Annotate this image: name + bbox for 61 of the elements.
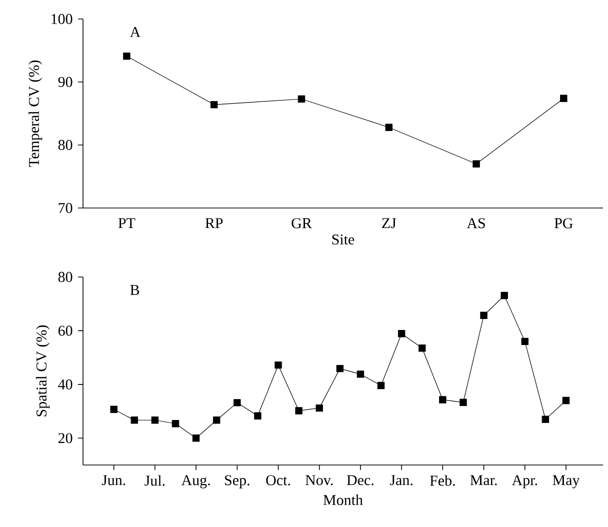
point	[480, 312, 488, 319]
point	[460, 398, 467, 406]
y-tick-label: 60	[58, 326, 72, 336]
y-tick-label: 100	[52, 14, 72, 24]
x-tick-label: AS	[466, 218, 485, 228]
annotation: A	[130, 27, 141, 37]
x-tick-label: Jun.	[102, 475, 126, 486]
point	[110, 406, 118, 413]
x-tick-label: ZJ	[382, 218, 396, 228]
point	[213, 416, 220, 424]
point	[172, 420, 180, 428]
x-tick-label: RP	[205, 218, 223, 228]
point	[254, 412, 262, 420]
y-tick-label: 40	[58, 379, 72, 390]
point	[472, 160, 480, 168]
point	[336, 364, 344, 372]
point	[316, 404, 323, 412]
x-tick-label: Dec.	[346, 475, 374, 486]
point	[151, 416, 159, 424]
x-tick-label: GR	[292, 218, 312, 228]
x-tick-label: PG	[554, 218, 573, 228]
point	[439, 396, 446, 404]
y-tick-label: 80	[58, 272, 72, 282]
y-tick-label: 70	[58, 202, 72, 214]
point	[562, 396, 570, 404]
point	[298, 95, 306, 103]
x-tick-label: Feb.	[430, 475, 455, 486]
point	[295, 407, 302, 414]
x-axis-title: Month	[323, 494, 363, 506]
x-tick-label: Jan.	[390, 475, 412, 486]
point	[123, 52, 130, 60]
point	[130, 416, 138, 424]
x-tick-label: Apr.	[512, 475, 538, 488]
y-tick-label: 90	[58, 76, 72, 88]
x-tick-label: PT	[118, 218, 136, 228]
point	[356, 370, 364, 378]
x-tick-label: May	[552, 475, 580, 488]
y-tick-label: 80	[58, 140, 72, 150]
x-tick-label: Nov.	[306, 475, 333, 486]
point	[560, 94, 568, 102]
x-tick-label: Jul.	[144, 475, 165, 486]
x-axis-title: Site	[332, 234, 354, 245]
point	[398, 330, 406, 338]
x-tick-label: Aug.	[181, 475, 210, 488]
point	[274, 361, 282, 369]
x-tick-label: Oct.	[266, 475, 290, 486]
point	[210, 101, 218, 108]
y-axis-title: Temperal CV (%)	[28, 60, 42, 167]
point	[385, 124, 392, 131]
point	[542, 416, 550, 423]
point	[234, 399, 241, 406]
x-tick-label: Sep.	[225, 475, 250, 488]
y-tick-label: 20	[58, 433, 72, 444]
point	[418, 344, 426, 352]
point	[192, 434, 200, 442]
point	[521, 338, 528, 346]
annotation: B	[130, 285, 140, 295]
point	[500, 292, 508, 300]
point	[377, 382, 385, 390]
y-axis-title: Spatial CV (%)	[36, 325, 50, 416]
x-tick-label: Mar.	[470, 475, 497, 486]
